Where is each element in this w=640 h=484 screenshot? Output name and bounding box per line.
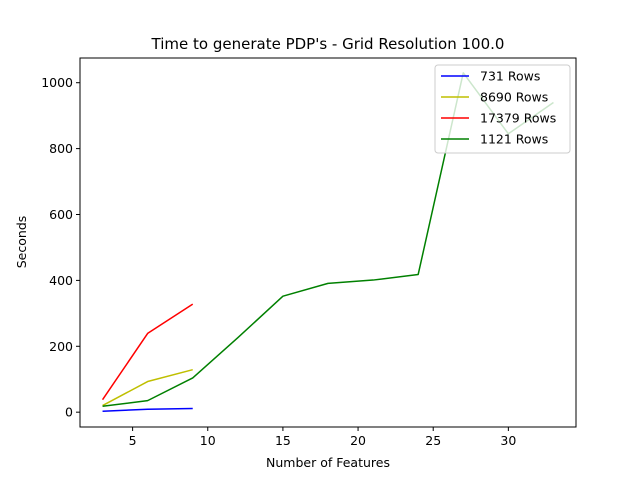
x-tick-label: 10 (200, 433, 216, 448)
legend-label: 731 Rows (480, 69, 540, 84)
x-tick-label: 30 (500, 433, 516, 448)
series-line-1 (102, 368, 193, 407)
y-tick-label: 0 (65, 405, 73, 420)
legend-box (434, 64, 571, 154)
legend: 731 Rows 8690 Rows 17379 Rows 1121 Rows (434, 64, 571, 154)
y-tick-label: 400 (49, 273, 73, 288)
series-line-2 (101, 303, 194, 401)
x-tick-label: 5 (129, 433, 137, 448)
x-axis-label: Number of Features (266, 455, 390, 470)
y-tick-label: 200 (49, 339, 73, 354)
legend-label: 8690 Rows (480, 90, 548, 105)
x-tick-label: 15 (275, 433, 291, 448)
legend-label: 17379 Rows (480, 111, 556, 126)
x-axis-ticks: 5 10 15 20 25 30 (129, 427, 516, 448)
plot-frame (79, 57, 577, 428)
y-tick-label: 1000 (41, 75, 73, 90)
y-axis-label: Seconds (14, 216, 29, 269)
x-tick-label: 20 (350, 433, 366, 448)
series-line-0 (102, 407, 193, 412)
x-tick-label: 25 (425, 433, 441, 448)
y-tick-label: 600 (49, 207, 73, 222)
y-axis-ticks: 0 200 400 600 800 1000 (41, 75, 80, 420)
chart-title: Time to generate PDP's - Grid Resolution… (151, 35, 505, 53)
legend-label: 1121 Rows (480, 132, 548, 147)
y-tick-label: 800 (49, 141, 73, 156)
